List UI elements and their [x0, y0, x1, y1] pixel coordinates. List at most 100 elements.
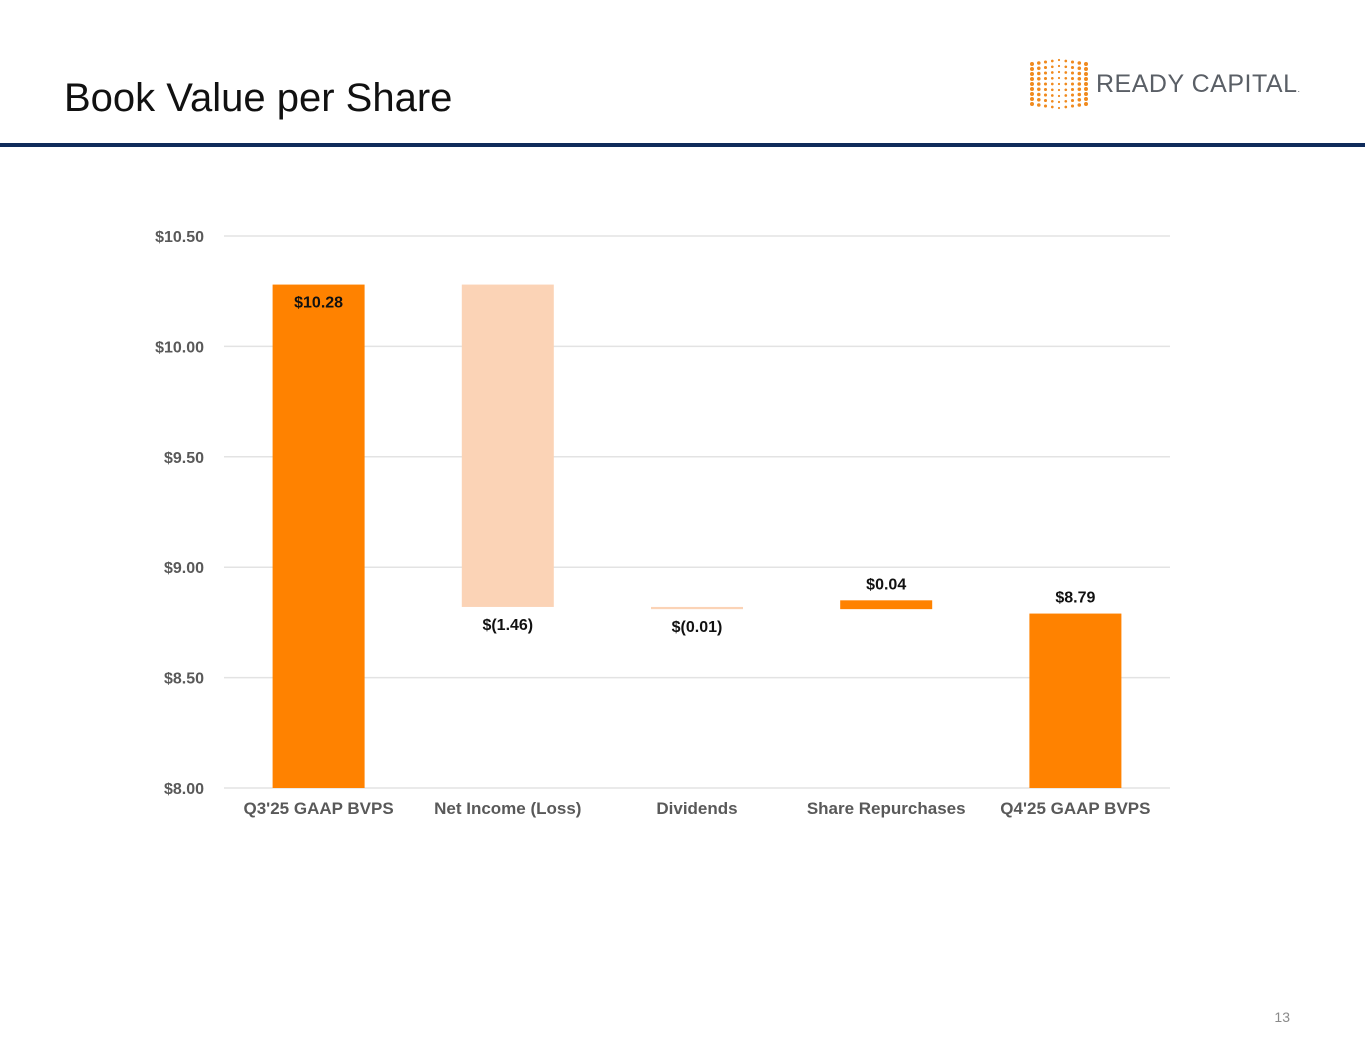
- logo-dot: [1043, 82, 1048, 86]
- logo-dot: [1064, 88, 1068, 92]
- logo-dot: [1030, 102, 1034, 106]
- logo-dot: [1064, 71, 1068, 74]
- logo-dot: [1084, 72, 1088, 76]
- logo-dot: [1050, 88, 1054, 92]
- logo-dot: [1057, 58, 1061, 62]
- x-tick-label: Dividends: [656, 799, 737, 818]
- logo-dot: [1084, 62, 1088, 66]
- logo-dot: [1070, 87, 1075, 92]
- logo-dot: [1070, 82, 1075, 86]
- logo-dot: [1070, 71, 1075, 75]
- data-label: $0.04: [866, 576, 906, 593]
- logo-dot: [1030, 77, 1034, 81]
- logo-dot: [1070, 76, 1075, 81]
- logo-dot: [1084, 77, 1088, 81]
- logo-dot: [1050, 105, 1054, 109]
- page-number: 13: [1274, 1009, 1290, 1025]
- bar: [1029, 613, 1122, 788]
- logo-dot: [1077, 61, 1082, 65]
- logo-dot: [1057, 64, 1061, 68]
- logo-dot: [1064, 82, 1068, 86]
- logo-dot: [1050, 65, 1054, 69]
- logo-dot: [1070, 65, 1075, 70]
- logo-dot: [1077, 71, 1082, 76]
- logo-dot: [1030, 82, 1034, 86]
- logo-dot: [1064, 94, 1068, 97]
- logo-dot: [1030, 97, 1034, 101]
- logo-dot: [1057, 88, 1061, 92]
- data-label: $(0.01): [672, 619, 723, 636]
- logo-dot: [1030, 62, 1034, 66]
- logo-dot: [1064, 65, 1068, 69]
- y-tick-label: $8.50: [164, 671, 204, 688]
- logo-dot: [1070, 104, 1075, 108]
- logo-dot: [1030, 72, 1034, 76]
- logo-dot: [1037, 98, 1041, 102]
- x-tick-label: Q3'25 GAAP BVPS: [244, 799, 394, 818]
- logo-dot: [1043, 87, 1048, 92]
- logo-dot: [1057, 82, 1061, 86]
- logo-dot: [1064, 105, 1068, 109]
- logo-dot: [1037, 87, 1041, 92]
- logo-dot: [1057, 100, 1061, 104]
- logo-dot: [1077, 98, 1082, 102]
- logo-dot: [1057, 106, 1061, 110]
- logo-dot: [1064, 99, 1068, 103]
- logo-registered-mark: .: [1297, 84, 1301, 94]
- bar: [461, 284, 554, 607]
- data-label: $8.79: [1055, 590, 1095, 607]
- logo-dot: [1084, 87, 1088, 91]
- logo-dot: [1084, 97, 1088, 101]
- logo-dot: [1084, 67, 1088, 71]
- logo-dot: [1050, 76, 1054, 80]
- title-rule: [0, 143, 1365, 147]
- logo-dot: [1057, 94, 1061, 98]
- logo-dot: [1050, 59, 1054, 63]
- bar: [651, 606, 743, 610]
- logo-dot: [1064, 76, 1068, 80]
- x-tick-label: Net Income (Loss): [434, 799, 581, 818]
- ready-capital-logo: READY CAPITAL.: [1028, 54, 1318, 114]
- logo-dot: [1077, 103, 1082, 107]
- logo-dot: [1037, 71, 1041, 76]
- logo-dot: [1030, 87, 1034, 91]
- y-tick-label: $9.50: [164, 450, 204, 467]
- logo-dot: [1043, 104, 1048, 108]
- logo-dot: [1037, 103, 1041, 107]
- x-tick-label: Share Repurchases: [807, 799, 966, 818]
- logo-dot: [1084, 92, 1088, 96]
- logo-dot: [1057, 76, 1061, 80]
- logo-dot: [1043, 71, 1048, 75]
- logo-dot: [1070, 93, 1075, 97]
- logo-dot: [1043, 98, 1048, 103]
- logo-dot: [1077, 87, 1082, 92]
- logo-dot: [1070, 60, 1075, 64]
- logo-dot: [1050, 82, 1054, 86]
- logo-dot: [1043, 93, 1048, 97]
- logo-dot: [1043, 65, 1048, 70]
- logo-dot: [1077, 77, 1082, 81]
- logo-dot: [1030, 67, 1034, 71]
- logo-dot: [1030, 92, 1034, 96]
- logo-dot: [1057, 70, 1061, 74]
- y-tick-label: $10.00: [155, 339, 204, 356]
- logo-dot: [1037, 77, 1041, 81]
- logo-dot: [1077, 66, 1082, 71]
- logo-dot: [1050, 99, 1054, 103]
- logo-wordmark: READY CAPITAL: [1096, 70, 1298, 98]
- logo-dot: [1064, 59, 1068, 63]
- bar: [272, 284, 365, 788]
- slide-title: Book Value per Share: [64, 76, 453, 120]
- y-tick-label: $9.00: [164, 560, 204, 577]
- logo-mark-icon: [1030, 58, 1088, 110]
- logo-dot: [1037, 61, 1041, 65]
- bar: [840, 600, 933, 610]
- logo-dot: [1084, 82, 1088, 86]
- logo-dot: [1037, 66, 1041, 71]
- logo-dot: [1077, 92, 1082, 97]
- y-tick-label: $8.00: [164, 781, 204, 798]
- logo-dot: [1037, 92, 1041, 97]
- y-tick-label: $10.50: [155, 229, 204, 246]
- data-label: $10.28: [294, 295, 343, 312]
